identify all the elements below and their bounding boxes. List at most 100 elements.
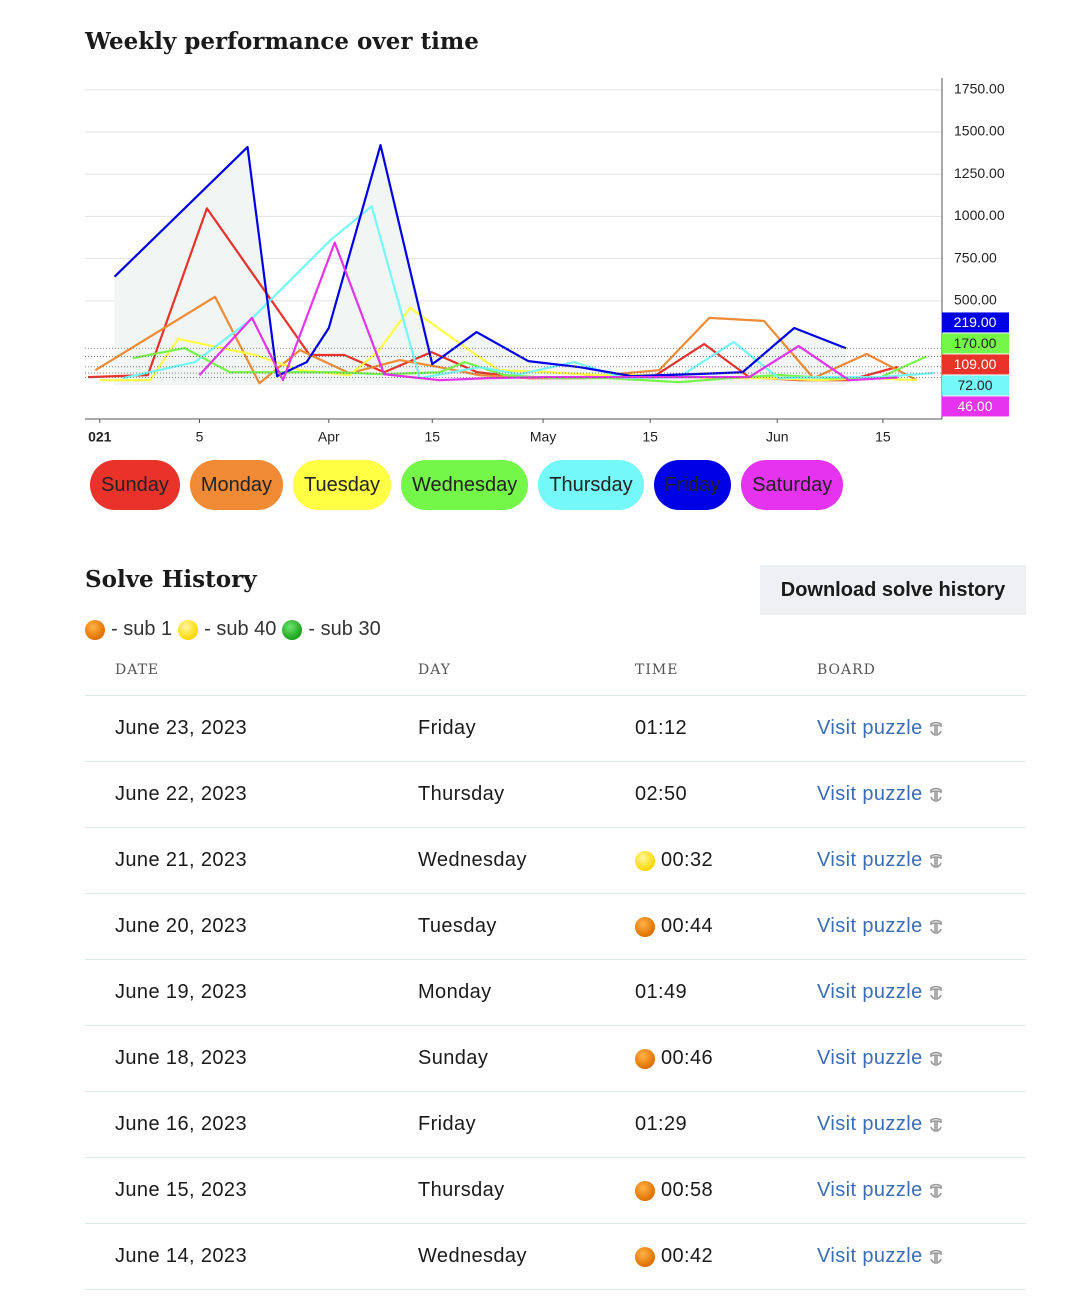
legend: Sunday Monday Tuesday Wednesday Thursday Frid…: [90, 460, 844, 510]
puzzle-link[interactable]: Visit puzzle: [817, 849, 923, 871]
day: Friday: [418, 717, 476, 739]
nyt-icon-glyph: [929, 787, 942, 802]
nyt-icon: [929, 985, 942, 1000]
x-tick-label: 021: [88, 429, 112, 445]
table-row: June 22, 2023 Thursday 02:50 Visit puzzle: [85, 762, 1026, 828]
series-line: [132, 346, 927, 384]
day: Thursday: [418, 783, 505, 805]
badge-icon: [282, 619, 303, 640]
nyt-icon: [929, 787, 942, 802]
table-cell: 01:12: [635, 696, 687, 761]
column-header: DAY: [418, 662, 452, 678]
legend-item[interactable]: Saturday: [741, 460, 844, 510]
table-cell: June 16, 2023: [115, 1092, 247, 1157]
date: June 15, 2023: [115, 1179, 247, 1201]
value-tag: [942, 396, 1009, 417]
x-tick-label: May: [530, 429, 556, 445]
column-header: BOARD: [817, 662, 876, 678]
table-cell: Visit puzzle: [817, 1158, 943, 1223]
nyt-icon-glyph: [929, 919, 942, 934]
puzzle-link[interactable]: Visit puzzle: [817, 1113, 923, 1135]
table-cell: Friday: [418, 1092, 476, 1157]
badge-icon: [635, 916, 655, 937]
table-row: June 16, 2023 Friday 01:29 Visit puzzle: [85, 1092, 1026, 1158]
legend-item[interactable]: Wednesday: [400, 460, 529, 510]
table-cell: 01:29: [635, 1092, 687, 1157]
table-row: June 15, 2023 Thursday 00:58 Visit puzzle: [85, 1158, 1026, 1224]
puzzle-link[interactable]: Visit puzzle: [817, 1047, 923, 1069]
date: June 23, 2023: [115, 717, 247, 739]
puzzle-link[interactable]: Visit puzzle: [817, 981, 923, 1003]
legend-item[interactable]: Tuesday: [293, 460, 391, 510]
date: June 22, 2023: [115, 783, 247, 805]
value-tag-label: 109.00: [954, 356, 997, 372]
table-cell: June 14, 2023: [115, 1224, 247, 1289]
table-row: June 21, 2023 Wednesday 00:32 Visit puzzle: [85, 828, 1026, 894]
column-header: DATE: [115, 662, 160, 678]
puzzle-link[interactable]: Visit puzzle: [817, 915, 923, 937]
nyt-icon: [929, 1051, 942, 1066]
badge-icon: [178, 619, 199, 640]
table-cell: Wednesday: [418, 1224, 527, 1289]
nyt-icon-glyph: [929, 1117, 942, 1132]
table-cell: 00:46: [635, 1026, 713, 1091]
puzzle-link[interactable]: Visit puzzle: [817, 783, 923, 805]
table-cell: June 21, 2023: [115, 828, 247, 893]
legend-item[interactable]: Friday: [653, 460, 732, 510]
section-title: Solve History: [85, 566, 257, 593]
line-layer: [87, 143, 934, 385]
x-tick-label: 15: [642, 429, 658, 445]
table-cell: 00:42: [635, 1224, 713, 1289]
nyt-icon: [929, 1117, 942, 1132]
time: 00:44: [661, 915, 714, 937]
nyt-icon: [929, 1249, 942, 1264]
puzzle-link[interactable]: Visit puzzle: [817, 717, 923, 739]
date: June 20, 2023: [115, 915, 247, 937]
table-cell: June 15, 2023: [115, 1158, 247, 1223]
table-cell: 00:58: [635, 1158, 713, 1223]
y-tick-label: 1250.00: [954, 165, 1005, 181]
day: Sunday: [418, 1047, 489, 1069]
column-header: TIME: [635, 662, 679, 678]
download-button[interactable]: Download solve history: [760, 565, 1026, 615]
table-cell: Thursday: [418, 1158, 505, 1223]
value-tag-label: 219.00: [954, 314, 997, 330]
puzzle-link[interactable]: Visit puzzle: [817, 1245, 923, 1267]
day: Friday: [418, 1113, 476, 1135]
table-cell: 00:44: [635, 894, 713, 959]
value-tag-label: 170.00: [954, 335, 997, 351]
time: 02:50: [635, 783, 688, 805]
legend-item[interactable]: Monday: [189, 460, 283, 510]
date: June 16, 2023: [115, 1113, 247, 1135]
nyt-icon: [929, 1183, 942, 1198]
x-tick-label: 15: [424, 429, 440, 445]
badge-legend: - sub 1 - sub 40 - sub 30: [85, 618, 381, 641]
table-header: DATE DAY TIME BOARD: [85, 650, 1026, 696]
badge-legend-text: - sub 40: [204, 618, 277, 640]
series-line: [99, 306, 917, 382]
value-tag: [942, 354, 1009, 375]
legend-item[interactable]: Thursday: [538, 460, 644, 510]
legend-item[interactable]: Sunday: [90, 460, 180, 510]
time: 00:42: [661, 1245, 714, 1267]
table-cell: Visit puzzle: [817, 696, 943, 761]
table-cell: Friday: [418, 696, 476, 761]
nyt-icon-glyph: [929, 721, 942, 736]
time: 01:12: [635, 717, 688, 739]
time: 00:58: [661, 1179, 714, 1201]
table-cell: 01:49: [635, 960, 687, 1025]
nyt-icon-glyph: [929, 1051, 942, 1066]
badge-icon: [635, 1180, 655, 1201]
table-cell: Visit puzzle: [817, 828, 943, 893]
badge-icon: [635, 1048, 655, 1069]
badge-icon: [635, 1246, 655, 1267]
puzzle-link[interactable]: Visit puzzle: [817, 1179, 923, 1201]
date: June 21, 2023: [115, 849, 247, 871]
table-cell: 00:32: [635, 828, 713, 893]
date: June 14, 2023: [115, 1245, 247, 1267]
y-tick-label: 1750.00: [954, 81, 1005, 97]
table-cell: Visit puzzle: [817, 1092, 943, 1157]
nyt-icon: [929, 919, 942, 934]
